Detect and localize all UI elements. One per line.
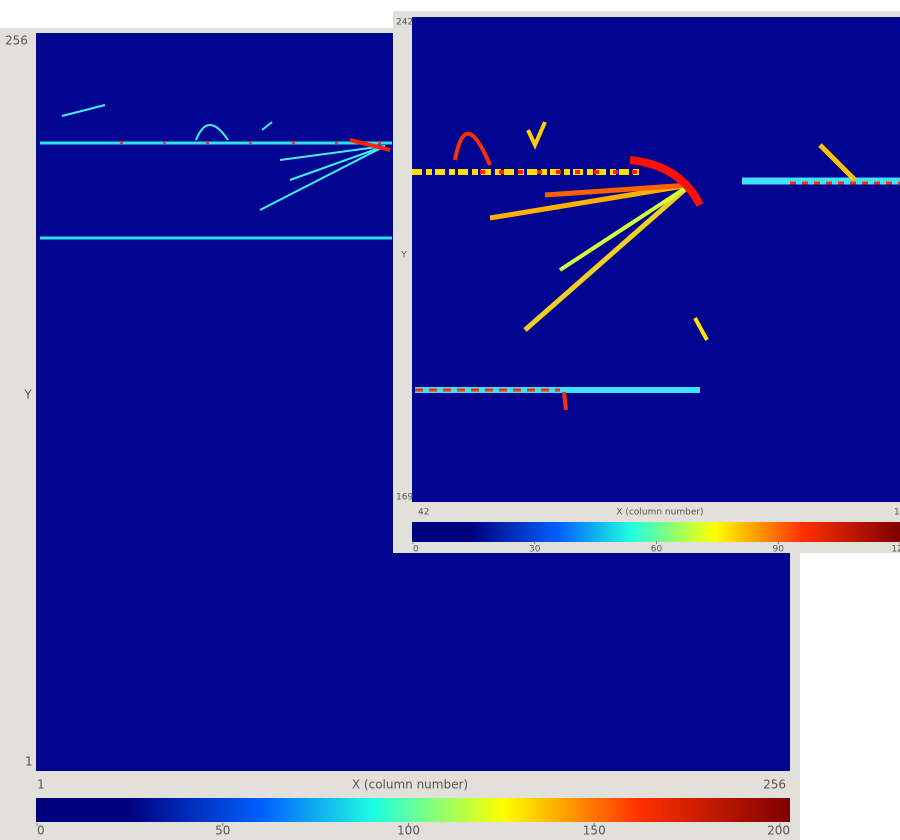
screenshot: 256 Y 1 1 X (column number) 256 0 50 100 15… (0, 0, 900, 840)
colorbar-tick-label: 150 (583, 824, 606, 838)
colorbar (36, 798, 790, 822)
colorbar-tick-label: 0 (413, 545, 419, 555)
x-min-label: 1 (37, 778, 45, 792)
y-max-label: 242 (396, 18, 413, 28)
panel: 242 Y 169 42 X (column number) 192 0 30 60… (393, 11, 900, 555)
colorbar-tick-label: 90 (773, 545, 785, 555)
y-axis-label: Y (400, 251, 407, 261)
colorbar-tick-label: 50 (215, 824, 230, 838)
colorbar-tick-label: 120 (891, 545, 900, 555)
x-axis-label: X (column number) (352, 778, 468, 792)
y-axis-label: Y (23, 388, 32, 402)
y-min-label: 169 (396, 493, 413, 503)
x-axis-label: X (column number) (616, 508, 703, 518)
colorbar-tick-label: 200 (767, 824, 790, 838)
y-min-label: 1 (25, 755, 33, 769)
colorbar-tick-label: 60 (651, 545, 663, 555)
colorbar-tick-label: 30 (529, 545, 541, 555)
plot-area (412, 17, 900, 502)
colorbar (412, 522, 900, 542)
x-max-label: 192 (894, 508, 900, 518)
x-min-label: 42 (418, 508, 429, 518)
x-max-label: 256 (763, 778, 786, 792)
colorbar-tick-label: 0 (37, 824, 45, 838)
y-max-label: 256 (5, 34, 28, 48)
colorbar-tick-label: 100 (397, 824, 420, 838)
